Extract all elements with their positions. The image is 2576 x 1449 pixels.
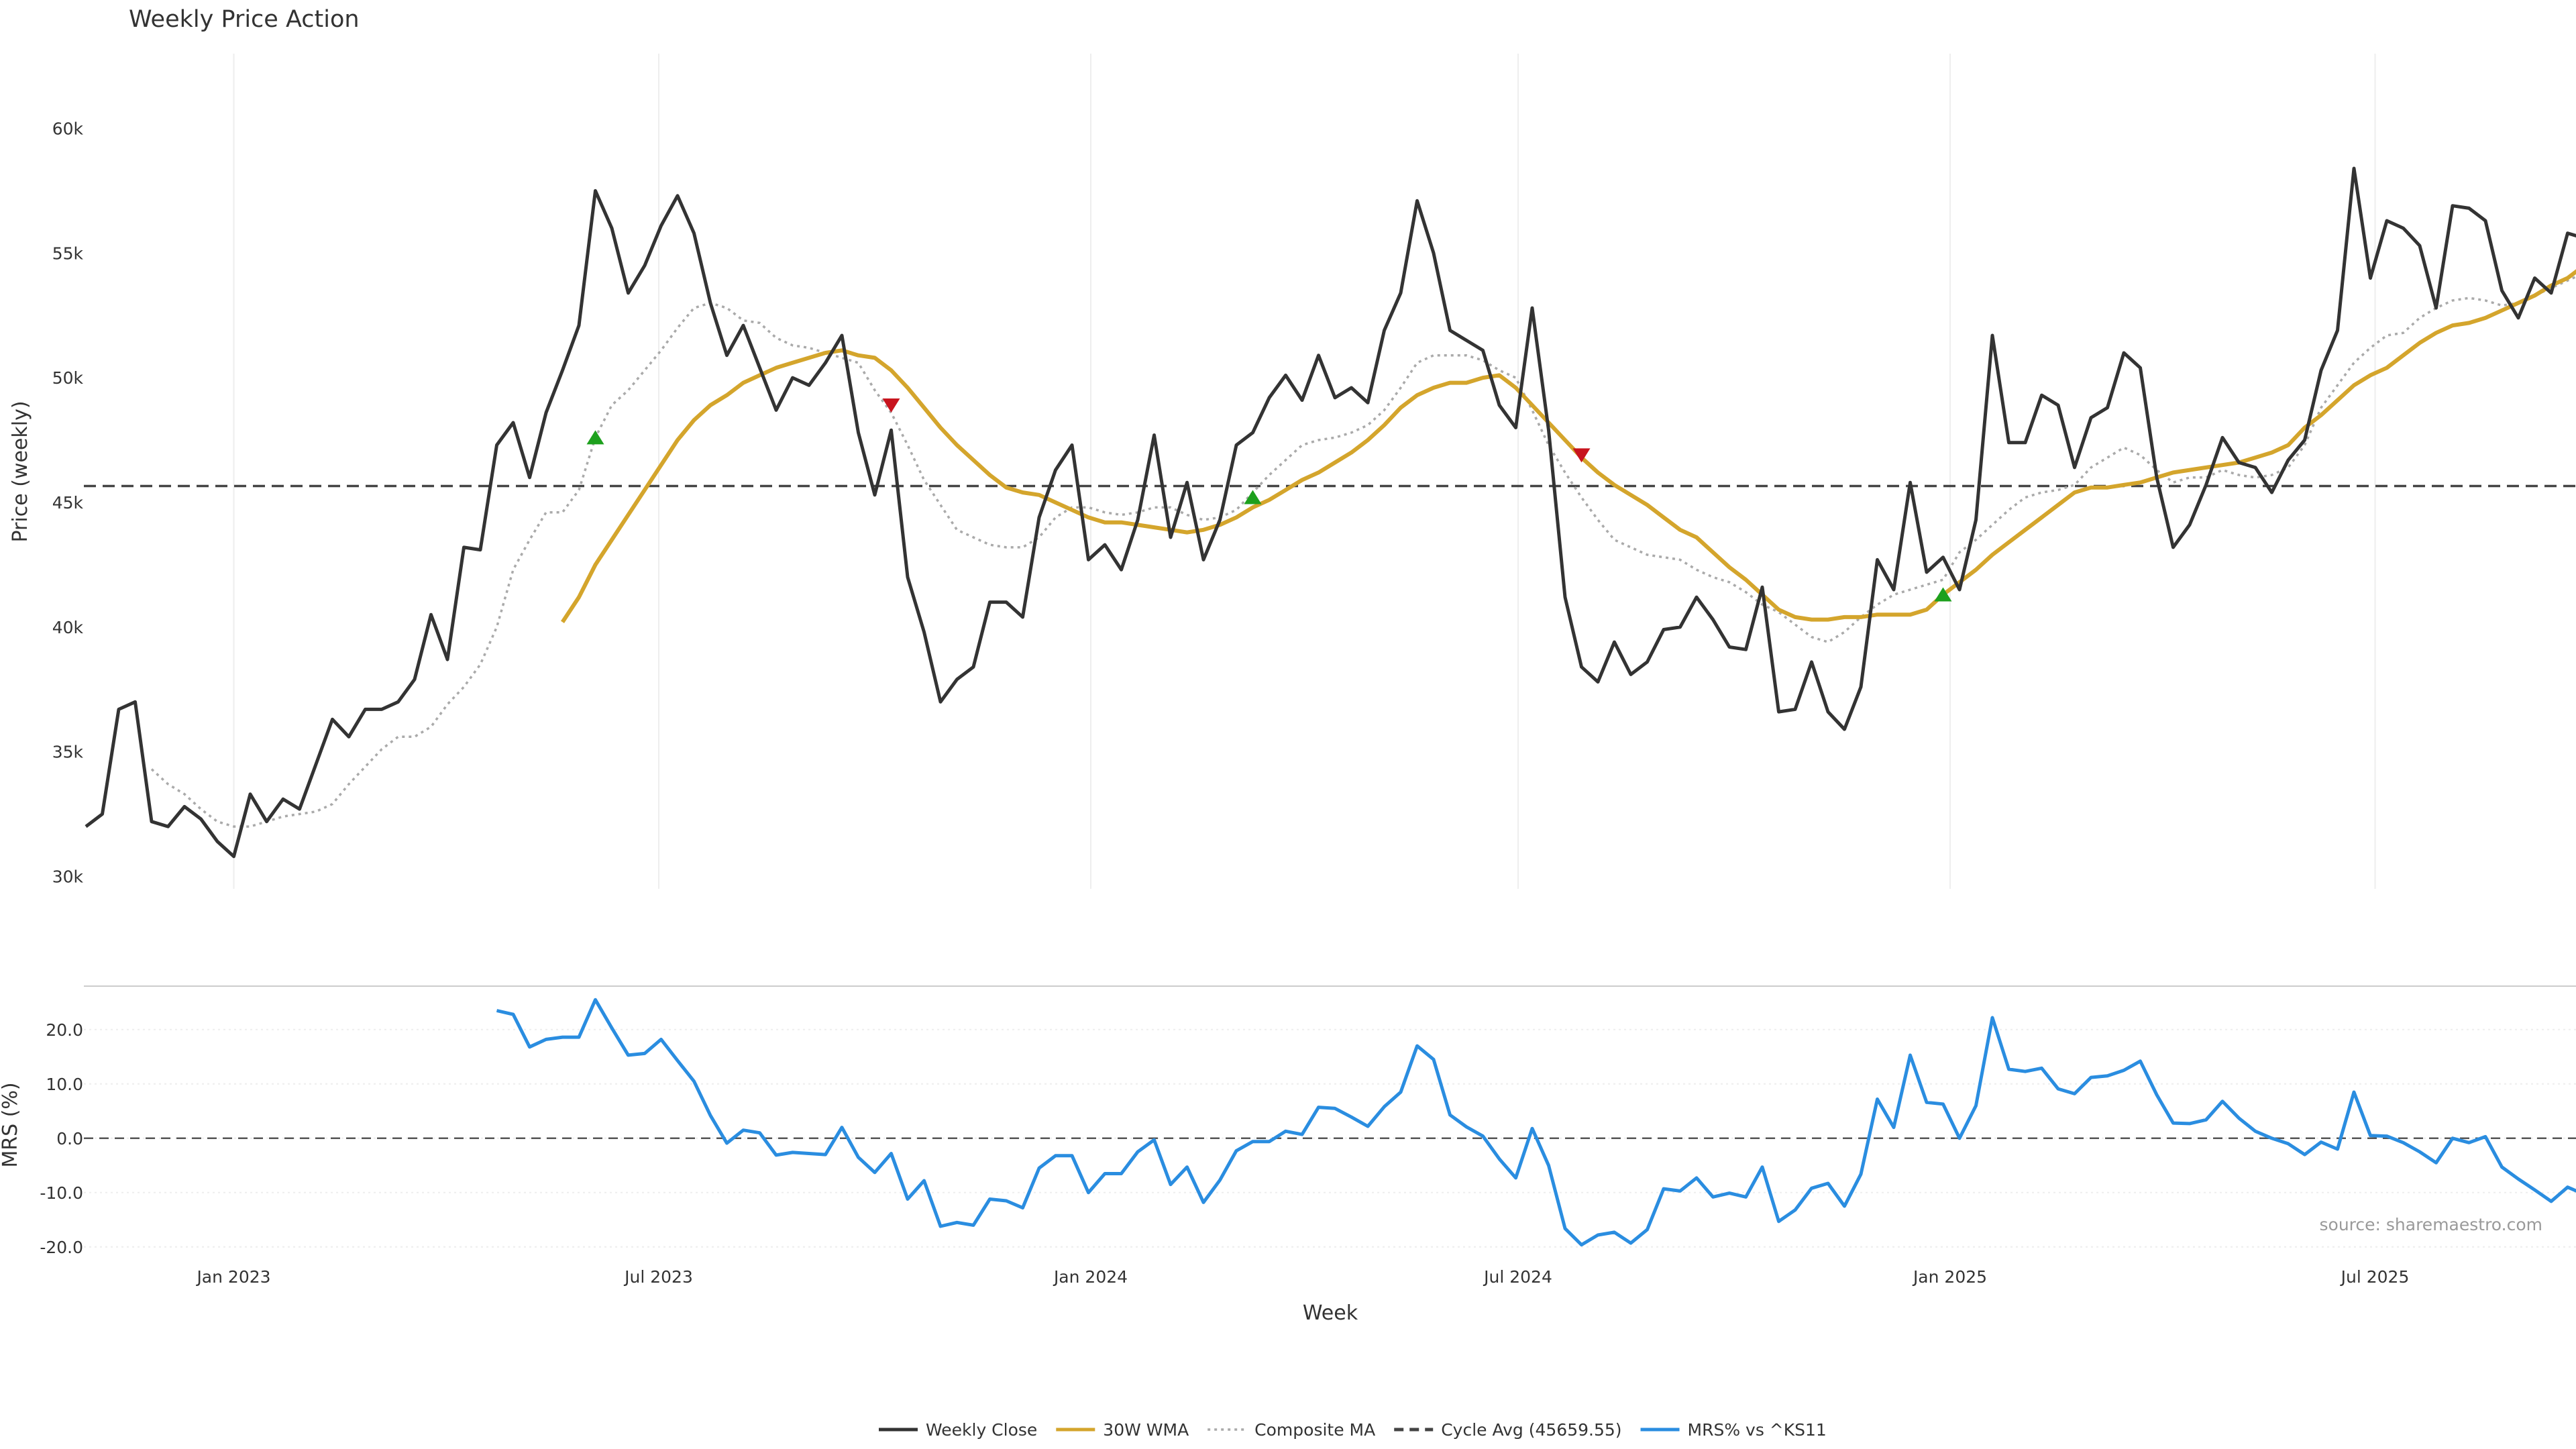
legend-item-0: Weekly Close [879, 1420, 1037, 1440]
buy-signal-marker [1244, 490, 1262, 504]
legend-item-4: MRS% vs ^KS11 [1640, 1420, 1827, 1440]
mrs-gridlines [84, 1028, 2576, 1248]
mrs-y-tick-label: -10.0 [40, 1183, 83, 1203]
legend-label: Cycle Avg (45659.55) [1441, 1420, 1621, 1440]
x-tick-label: Jan 2023 [195, 1267, 270, 1287]
legend-label: Weekly Close [926, 1420, 1037, 1440]
legend-label: Composite MA [1254, 1420, 1375, 1440]
mrs-panel: 20.0 10.0 0.0 -10.0 -20.0 MRS (%) source: sh… [0, 998, 2576, 1257]
buy-signal-marker [1934, 587, 1952, 602]
x-tick-label: Jul 2025 [2340, 1267, 2410, 1287]
sell-signal-marker [1572, 448, 1591, 463]
price-y-tick-label: 30k [52, 867, 84, 886]
legend: Weekly Close 30W WMA Composite MA Cycle Avg… [879, 1420, 1827, 1440]
composite-ma-line [150, 275, 2576, 828]
price-y-tick-label: 35k [52, 743, 84, 762]
sell-signal-marker [882, 398, 900, 413]
price-y-axis-label: Price (weekly) [9, 400, 32, 542]
price-y-tick-label: 60k [52, 119, 84, 138]
price-gridlines [233, 54, 2376, 889]
wma-30w-line [560, 269, 2576, 623]
mrs-y-ticks: 20.0 10.0 0.0 -10.0 -20.0 [40, 1020, 83, 1257]
legend-item-3: Cycle Avg (45659.55) [1394, 1420, 1622, 1440]
signal-markers [586, 398, 1952, 602]
legend-label: MRS% vs ^KS11 [1688, 1420, 1827, 1440]
legend-label: 30W WMA [1103, 1420, 1189, 1440]
x-tick-label: Jan 2024 [1053, 1267, 1128, 1287]
x-axis-ticks: Jan 2023 Jul 2023 Jan 2024 Jul 2024 Jan 2025… [195, 1267, 2409, 1287]
price-y-ticks: 30k 35k 40k 45k 50k 55k 60k [52, 119, 84, 886]
price-y-tick-label: 55k [52, 244, 84, 263]
mrs-y-axis-label: MRS (%) [0, 1082, 22, 1167]
mrs-y-tick-label: 20.0 [46, 1020, 83, 1040]
mrs-y-tick-label: -20.0 [40, 1238, 83, 1257]
legend-item-1: 30W WMA [1056, 1420, 1189, 1440]
price-y-tick-label: 50k [52, 368, 84, 388]
x-tick-label: Jul 2024 [1483, 1267, 1552, 1287]
weekly-close-line [85, 166, 2576, 859]
legend-item-2: Composite MA [1208, 1420, 1375, 1440]
x-tick-label: Jul 2023 [623, 1267, 693, 1287]
buy-signal-marker [586, 430, 604, 445]
price-panel: 30k 35k 40k 45k 50k 55k 60k Price (weekly) [9, 54, 2576, 889]
mrs-line [496, 998, 2576, 1247]
price-y-tick-label: 45k [52, 493, 84, 513]
price-y-tick-label: 40k [52, 618, 84, 637]
chart-title: Weekly Price Action [129, 6, 360, 33]
x-axis-label: Week [1303, 1301, 1358, 1325]
mrs-y-tick-label: 0.0 [56, 1129, 83, 1148]
x-tick-label: Jan 2025 [1912, 1267, 1987, 1287]
mrs-y-tick-label: 10.0 [46, 1075, 83, 1094]
source-note: source: sharemaestro.com [2320, 1215, 2543, 1234]
